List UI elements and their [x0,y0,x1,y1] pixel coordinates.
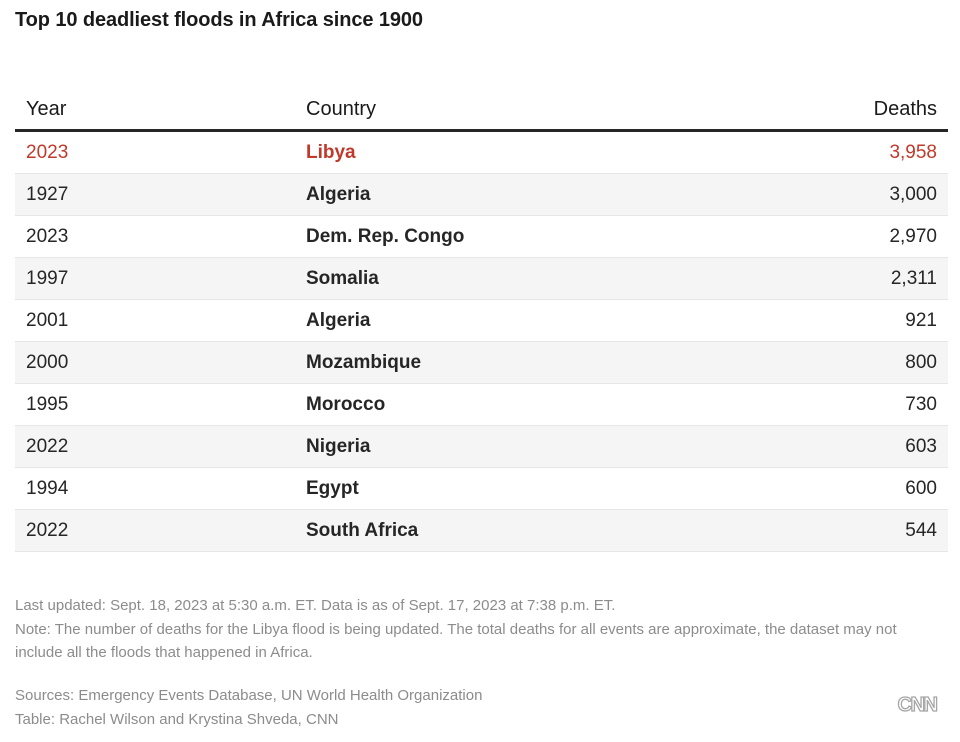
table-row: 1997 Somalia 2,311 [15,258,948,300]
floods-table: Year Country Deaths 2023 Libya 3,958 1927 Al… [15,83,948,552]
sources-block: Sources: Emergency Events Database, UN W… [15,684,775,731]
cell-deaths: 600 [905,477,937,499]
cell-deaths: 3,958 [889,141,937,163]
table-row: 2023 Libya 3,958 [15,132,948,174]
note: Note: The number of deaths for the Libya… [15,620,897,662]
cell-year: 1994 [26,477,69,499]
cell-year: 2022 [26,435,69,457]
cell-deaths: 3,000 [889,183,937,205]
cell-country: Algeria [306,309,371,331]
cnn-logo-text: CNN [898,694,938,716]
table-row: 1927 Algeria 3,000 [15,174,948,216]
cell-year: 2001 [26,309,69,331]
cell-deaths: 544 [905,519,937,541]
credit: Table: Rachel Wilson and Krystina Shveda… [15,710,339,728]
table-body: 2023 Libya 3,958 1927 Algeria 3,000 2023 Dem. R… [15,132,948,552]
cell-country: Egypt [306,477,359,499]
cell-year: 2022 [26,519,69,541]
table-row: 2022 South Africa 544 [15,510,948,552]
footnotes: Last updated: Sept. 18, 2023 at 5:30 a.m… [15,594,945,665]
cell-country: South Africa [306,519,419,541]
cnn-logo: CNN [897,693,940,716]
header-year: Year [26,97,67,120]
table-row: 2022 Nigeria 603 [15,426,948,468]
cell-year: 1997 [26,267,69,289]
table-row: 1995 Morocco 730 [15,384,948,426]
cell-deaths: 603 [905,435,937,457]
table-header: Year Country Deaths [15,83,948,132]
cell-country: Libya [306,141,356,163]
header-deaths: Deaths [873,97,937,120]
cell-deaths: 2,311 [890,267,937,289]
sources: Sources: Emergency Events Database, UN W… [15,687,483,704]
table-row: 1994 Egypt 600 [15,468,948,510]
cell-country: Dem. Rep. Congo [306,225,465,247]
header-country: Country [306,97,377,120]
cell-year: 1995 [26,393,69,415]
cell-year: 1927 [26,183,69,205]
cell-deaths: 800 [905,351,937,373]
cell-country: Morocco [306,393,386,415]
cell-year: 2023 [26,141,69,163]
table-row: 2001 Algeria 921 [15,300,948,342]
cell-deaths: 2,970 [889,225,937,247]
chart-title: Top 10 deadliest floods in Africa since … [15,9,423,31]
cell-country: Nigeria [306,435,371,457]
cell-country: Somalia [306,267,379,289]
cell-country: Mozambique [306,351,422,373]
cell-deaths: 730 [905,393,937,415]
cell-deaths: 921 [905,309,937,331]
cell-year: 2000 [26,351,69,373]
table-row: 2000 Mozambique 800 [15,342,948,384]
last-updated: Last updated: Sept. 18, 2023 at 5:30 a.m… [15,597,616,614]
cell-year: 2023 [26,225,69,247]
table-row: 2023 Dem. Rep. Congo 2,970 [15,216,948,258]
cell-country: Algeria [306,183,371,205]
